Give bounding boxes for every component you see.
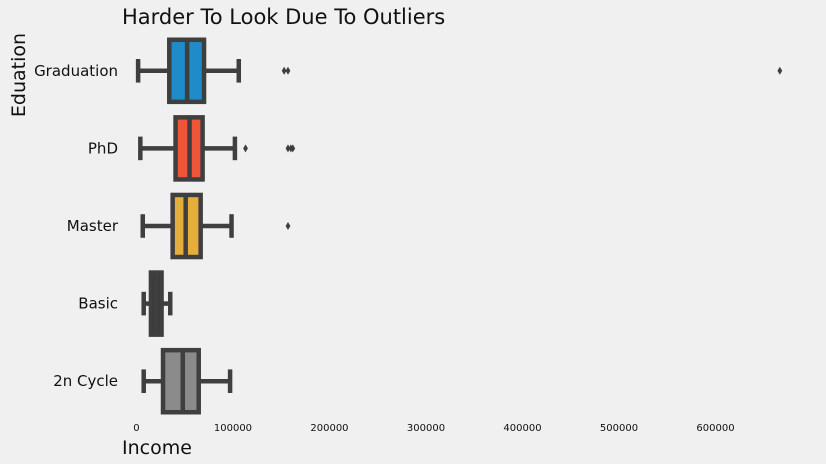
outlier-point — [777, 66, 783, 75]
outlier-point — [285, 222, 291, 230]
x-axis-label: Income — [122, 437, 192, 459]
category-label: Basic — [78, 295, 118, 313]
box-group-1 — [138, 115, 296, 182]
x-tick-label: 200000 — [310, 423, 348, 434]
box-group-4 — [141, 347, 233, 415]
outlier-point — [243, 144, 248, 153]
category-label: 2n Cycle — [53, 372, 118, 390]
boxes-layer — [135, 37, 783, 415]
category-label: Master — [67, 217, 119, 235]
chart-title: Harder To Look Due To Outliers — [122, 5, 445, 29]
box-group-2 — [140, 192, 291, 260]
box-group-0 — [135, 37, 783, 105]
y-axis-label: Eduation — [8, 33, 30, 117]
outlier-point — [290, 144, 296, 153]
x-tick-label: 0 — [133, 423, 139, 434]
category-labels: Graduation PhD Master Basic 2n Cycle — [34, 62, 119, 390]
category-label: Graduation — [34, 62, 118, 80]
outlier-point — [285, 66, 291, 75]
x-tick-label: 100000 — [214, 423, 252, 434]
outlier-point — [285, 144, 291, 153]
x-tick-labels: 0 100000 200000 300000 400000 500000 600000 — [133, 423, 734, 434]
box-group-3 — [141, 270, 173, 337]
x-tick-label: 300000 — [407, 423, 445, 434]
x-tick-label: 600000 — [696, 423, 734, 434]
x-tick-label: 400000 — [503, 423, 541, 434]
x-tick-label: 500000 — [600, 423, 638, 434]
outlier-point — [281, 66, 287, 75]
category-label: PhD — [88, 139, 118, 157]
